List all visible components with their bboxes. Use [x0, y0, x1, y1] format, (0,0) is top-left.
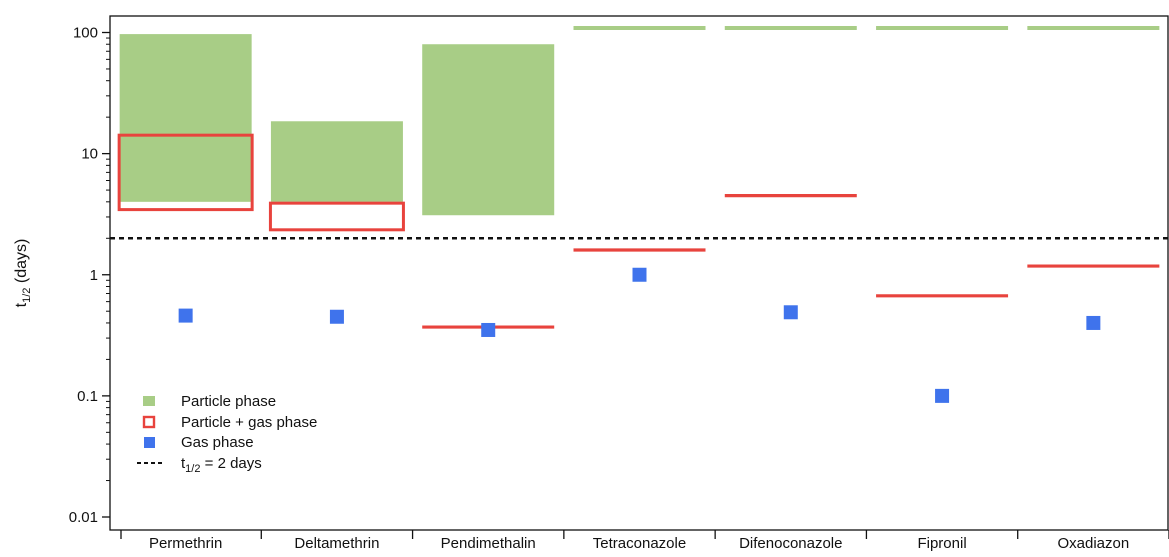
particle-phase-bar — [724, 26, 857, 30]
particle-phase-bar — [1027, 26, 1160, 30]
x-category-label: Fipronil — [917, 535, 966, 552]
gas-phase-point — [178, 308, 193, 323]
x-category-label: Tetraconazole — [593, 535, 686, 552]
y-tick-label: 0.01 — [69, 509, 98, 526]
x-category-label: Deltamethrin — [294, 535, 379, 552]
particle-phase-bar — [270, 121, 403, 202]
plot-frame — [109, 15, 1169, 531]
y-axis-label-sub: 1/2 — [21, 288, 33, 303]
legend-label: Gas phase — [181, 434, 254, 451]
particle-phase-bar — [119, 34, 252, 202]
legend-label: Particle + gas phase — [181, 414, 317, 431]
gas-phase-point — [481, 322, 496, 337]
legend-label: Particle phase — [181, 393, 276, 410]
particle-gas-box — [117, 133, 254, 212]
particle-phase-bar — [876, 26, 1009, 30]
gas-phase-point — [1086, 315, 1101, 330]
plot-area — [110, 26, 1169, 403]
particle-phase-bar — [422, 44, 555, 216]
x-category-label: Oxadiazon — [1057, 535, 1129, 552]
y-axis-label: t1/2 (days) — [13, 239, 33, 308]
legend-label: t1/2 = 2 days — [181, 455, 262, 475]
legend-label-rest: = 2 days — [200, 455, 261, 472]
y-tick-label: 100 — [73, 25, 98, 42]
particle-gas-box — [268, 201, 405, 232]
gas-phase-point — [783, 305, 798, 320]
legend-swatch-gas — [144, 437, 155, 448]
x-category-label: Permethrin — [149, 535, 222, 552]
legend-swatch-particle — [143, 396, 155, 406]
y-axis-label-main: t — [13, 302, 30, 307]
legend: Particle phase Particle + gas phase Gas ph… — [137, 393, 317, 475]
gas-phase-point — [632, 267, 647, 282]
y-axis-label-unit: (days) — [13, 239, 30, 288]
gas-phase-point — [935, 388, 950, 403]
x-category-label: Pendimethalin — [441, 535, 536, 552]
y-tick-label: 10 — [81, 146, 98, 163]
y-tick-label: 0.1 — [77, 388, 98, 405]
x-category-label: Difenoconazole — [739, 535, 842, 552]
y-tick-label: 1 — [90, 267, 98, 284]
legend-swatch-particle-gas — [142, 415, 156, 429]
legend-label-main: t — [181, 455, 186, 472]
particle-phase-bar — [573, 26, 706, 30]
gas-phase-point — [329, 309, 344, 324]
legend-label-sub: 1/2 — [185, 463, 200, 475]
